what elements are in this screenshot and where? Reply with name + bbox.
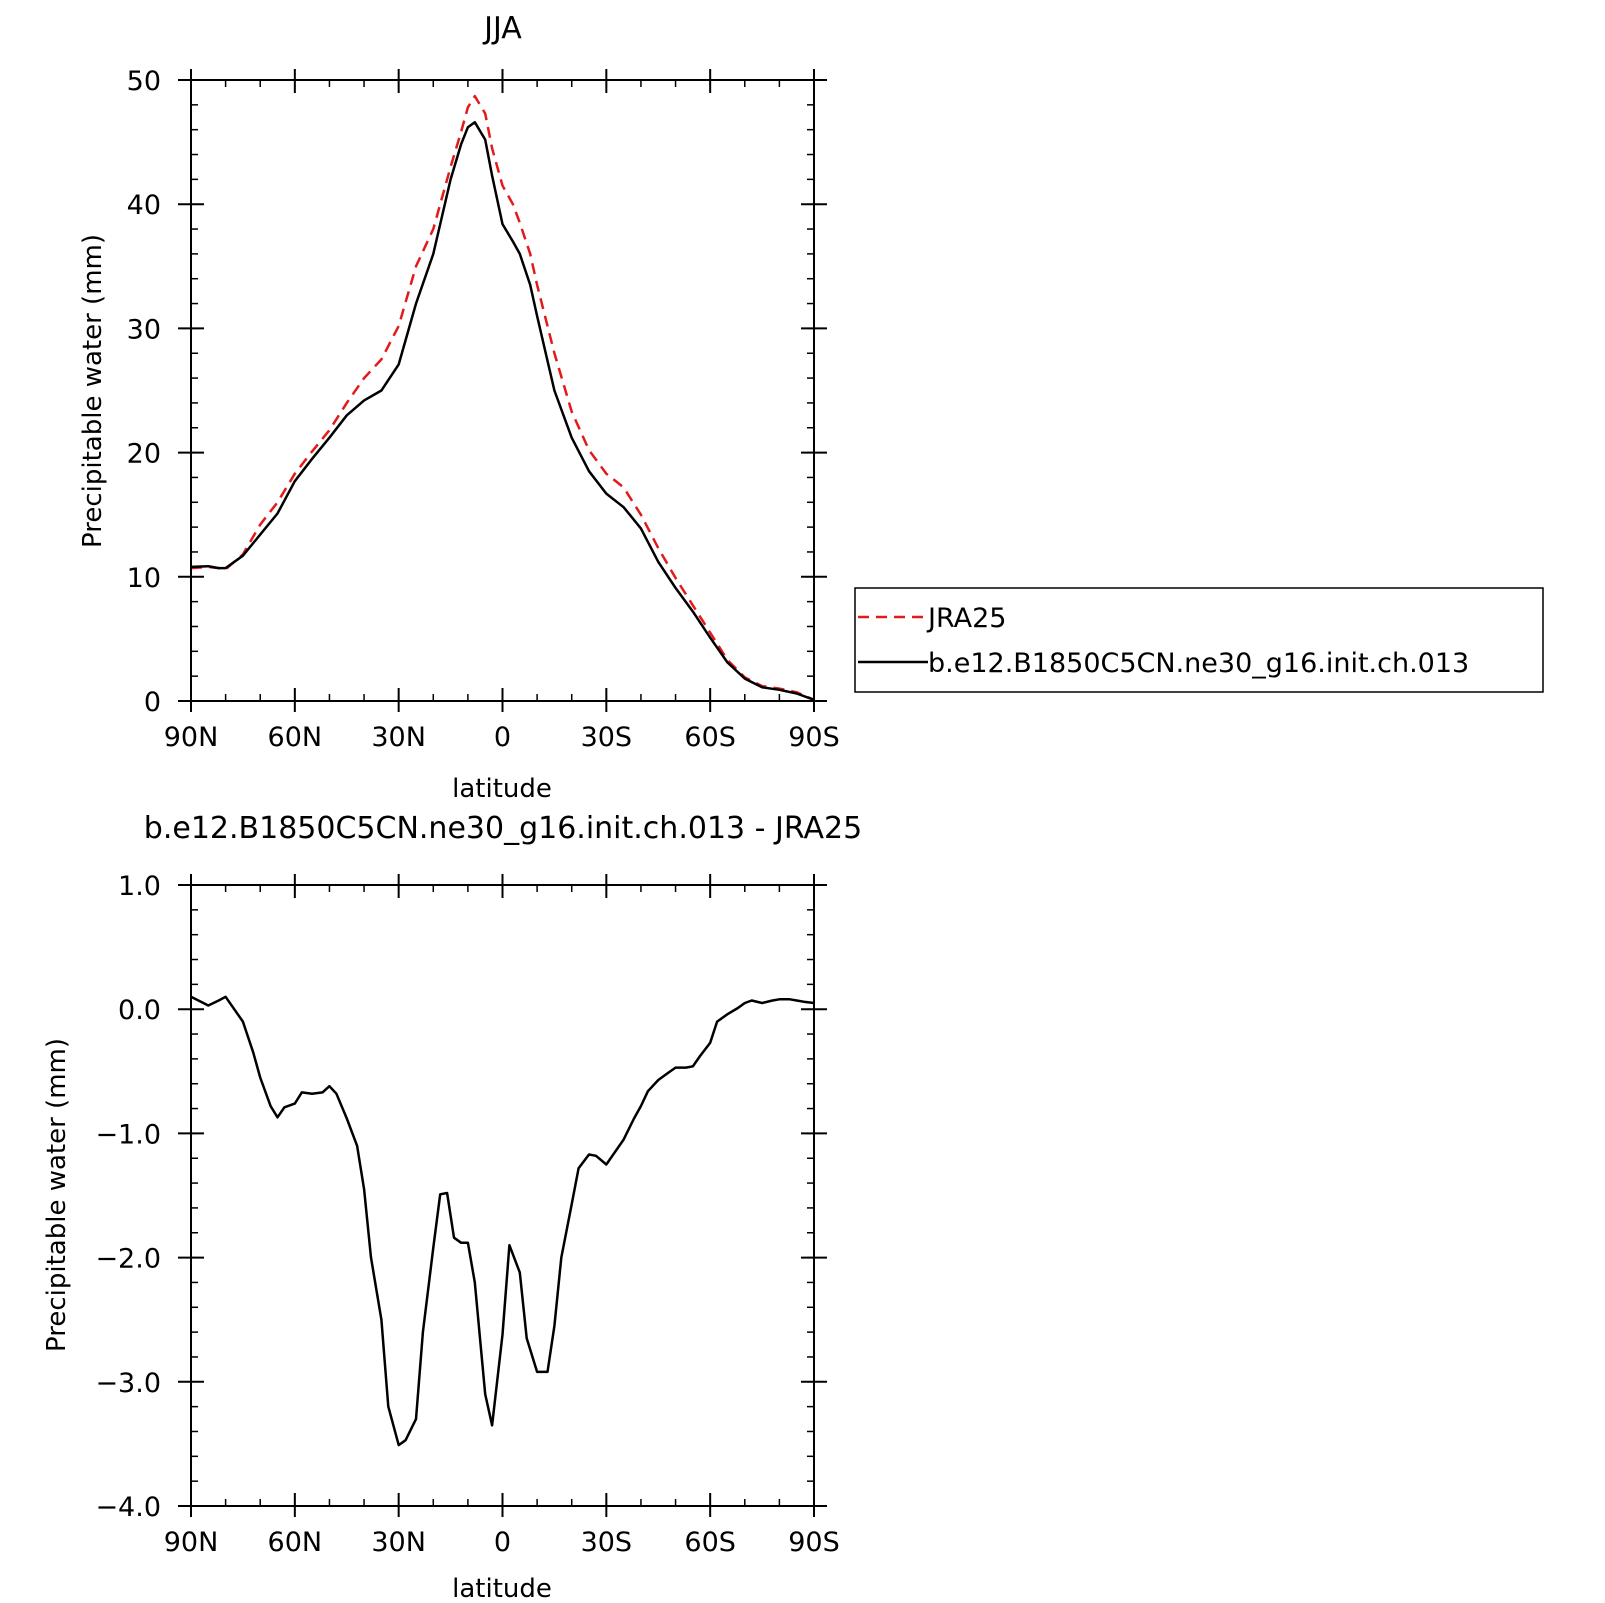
top-panel-ylabel: Precipitable water (mm) [78,234,108,548]
legend-label-model: b.e12.B1850C5CN.ne30_g16.init.ch.013 [928,648,1469,679]
y-tick-label: −1.0 [95,1119,161,1150]
y-tick-label: 50 [127,66,161,97]
x-tick-label: 60S [684,1527,736,1558]
x-tick-label: 90N [164,1527,219,1558]
series-line-1 [190,120,815,701]
x-tick-label: 30N [371,722,426,753]
legend-box [854,587,1544,693]
x-tick-label: 60S [684,722,736,753]
y-tick-label: 1.0 [118,871,161,902]
x-tick-label: 30N [371,1527,426,1558]
top-panel-xlabel: latitude [452,774,552,804]
y-tick-label: 40 [127,190,161,221]
legend-label-jra25: JRA25 [926,603,1006,634]
y-tick-label: −3.0 [95,1368,161,1399]
x-tick-label: 90S [788,722,840,753]
x-tick-label: 90S [788,1527,840,1558]
bottom-panel-title: b.e12.B1850C5CN.ne30_g16.init.ch.013 - J… [144,811,862,846]
y-tick-label: 0 [144,687,161,718]
y-tick-label: 10 [127,563,161,594]
y-tick-label: 0.0 [118,995,161,1026]
y-tick-label: −4.0 [95,1492,161,1523]
y-tick-label: 30 [127,314,161,345]
x-tick-label: 60N [268,1527,323,1558]
top-panel-frame [190,79,815,702]
bottom-panel-ylabel: Precipitable water (mm) [42,1038,72,1352]
x-tick-label: 30S [581,722,633,753]
x-tick-label: 60N [268,722,323,753]
series-line-0 [190,94,815,701]
x-tick-label: 0 [494,1527,511,1558]
bottom-panel-xlabel: latitude [452,1574,552,1603]
x-tick-label: 90N [164,722,219,753]
top-panel: JJA 90N 60N 30N 0 30S 60S 90S 0 10 20 30 40 50 latit… [78,11,840,804]
y-tick-label: −2.0 [95,1244,161,1275]
y-tick-label: 20 [127,439,161,470]
bottom-panel: b.e12.B1850C5CN.ne30_g16.init.ch.013 - J… [42,811,862,1603]
series-line-0 [190,995,815,1447]
bottom-panel-series [190,995,815,1447]
bottom-panel-ticks [178,874,827,1517]
bottom-panel-frame [190,884,815,1507]
x-tick-label: 30S [581,1527,633,1558]
top-panel-ticks [178,69,827,712]
top-panel-title: JJA [482,11,522,46]
x-tick-label: 0 [494,722,511,753]
legend: JRA25 b.e12.B1850C5CN.ne30_g16.init.ch.0… [854,587,1544,693]
top-panel-series [190,94,815,701]
